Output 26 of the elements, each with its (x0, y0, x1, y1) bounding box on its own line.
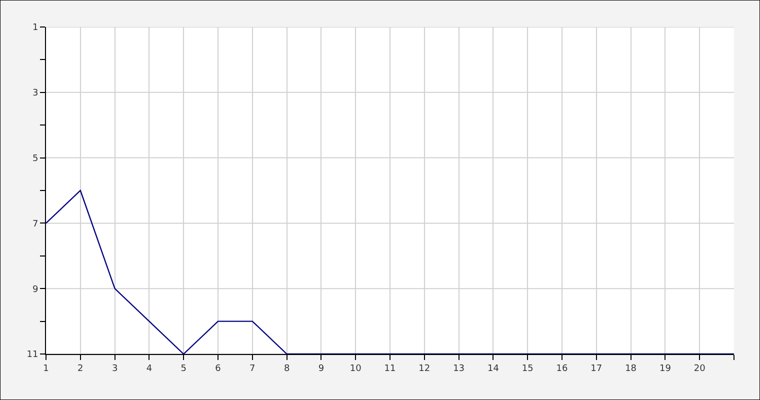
x-tick-label: 14 (487, 364, 500, 374)
x-tick-label: 5 (180, 364, 186, 374)
x-tick-label: 17 (590, 364, 602, 374)
y-tick-label: 1 (32, 23, 38, 34)
x-tick-label: 8 (284, 364, 290, 374)
x-tick-label: 11 (384, 364, 396, 374)
x-tick-label: 2 (78, 364, 84, 374)
x-tick-label: 18 (625, 364, 637, 374)
x-tick-label: 19 (659, 364, 672, 374)
x-tick-label: 7 (250, 364, 256, 374)
x-tick-label: 13 (453, 364, 465, 374)
x-tick-label: 10 (350, 364, 362, 374)
x-tick-label: 4 (146, 364, 152, 374)
y-tick-label: 7 (32, 219, 38, 230)
x-tick-label: 1 (43, 364, 49, 374)
x-tick-label: 9 (318, 364, 324, 374)
y-tick-label: 9 (32, 284, 38, 295)
x-tick-label: 6 (215, 364, 222, 374)
y-tick-label: 5 (32, 154, 38, 164)
x-tick-label: 20 (694, 364, 706, 374)
x-tick-label: 3 (112, 364, 118, 374)
y-tick-label: 11 (26, 350, 38, 360)
x-tick-label: 12 (418, 364, 430, 374)
y-tick-label: 3 (32, 88, 38, 99)
x-tick-label: 15 (522, 364, 534, 374)
x-tick-label: 16 (556, 364, 568, 374)
